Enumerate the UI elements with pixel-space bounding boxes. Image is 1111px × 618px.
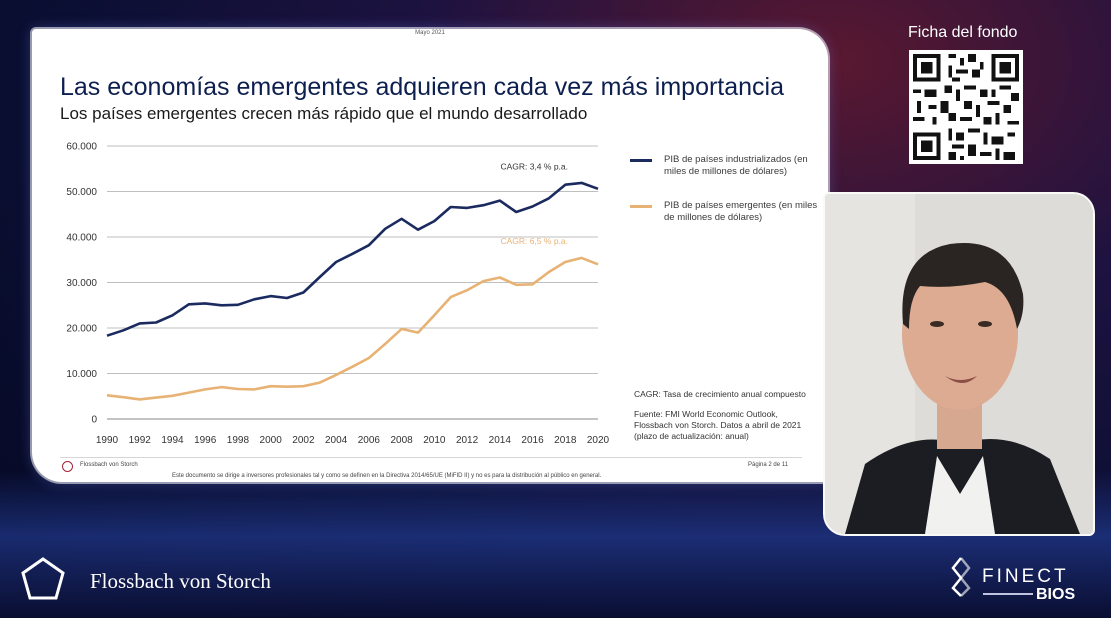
page-number: Página 2 de 11 xyxy=(748,462,788,468)
x-tick-label: 1990 xyxy=(96,435,119,446)
slide-date: Mayo 2021 xyxy=(415,30,445,36)
slide-title: Las economías emergentes adquieren cada … xyxy=(60,73,785,101)
x-tick-label: 1994 xyxy=(161,435,184,446)
cagr-note: CAGR: Tasa de crecimiento anual compuest… xyxy=(634,389,806,399)
slide-subtitle: Los países emergentes crecen más rápido … xyxy=(60,104,588,123)
cagr-annotation: CAGR: 3,4 % p.a. xyxy=(500,162,568,172)
x-tick-label: 2008 xyxy=(390,435,413,446)
y-tick-label: 0 xyxy=(91,415,97,426)
x-tick-label: 2002 xyxy=(292,435,315,446)
y-tick-label: 10.000 xyxy=(66,369,97,380)
flossbach-logo-icon xyxy=(21,557,65,600)
series-line-industrialized xyxy=(106,181,599,337)
x-tick-label: 2014 xyxy=(489,435,512,446)
x-tick-label: 2000 xyxy=(260,435,283,446)
y-tick-label: 50.000 xyxy=(66,187,97,198)
x-tick-label: 1996 xyxy=(194,435,217,446)
x-tick-label: 1998 xyxy=(227,435,250,446)
y-tick-label: 60.000 xyxy=(66,142,97,153)
legend-label-emerging: PIB de países emergentes (en miles de mi… xyxy=(664,200,818,223)
legend-swatch-emerging xyxy=(630,205,652,208)
presentation-slide: Mayo 2021 Las economías emergentes adqui… xyxy=(32,29,828,482)
y-tick-label: 40.000 xyxy=(66,233,97,244)
x-tick-label: 2006 xyxy=(358,435,381,446)
x-tick-label: 2016 xyxy=(521,435,544,446)
finect-underline xyxy=(983,593,1033,595)
y-tick-label: 30.000 xyxy=(66,278,97,289)
finect-bios: BIOS xyxy=(1036,586,1076,603)
footer-divider xyxy=(60,457,802,458)
brand-name: Flossbach von Storch xyxy=(90,569,271,593)
speaker-video xyxy=(823,192,1095,536)
legend-swatch-industrialized xyxy=(630,159,652,162)
x-tick-label: 2018 xyxy=(554,435,577,446)
x-tick-label: 2012 xyxy=(456,435,479,446)
series-line-emerging xyxy=(106,256,599,401)
footer-brand: Flossbach von Storch xyxy=(80,462,138,468)
qr-code-icon[interactable] xyxy=(909,50,1023,164)
cagr-annotation: CAGR: 6,5 % p.a. xyxy=(500,236,568,246)
gdp-line-chart: 0 10.000 20.000 30.000 40.000 50.000 60.000 199… xyxy=(66,142,610,447)
x-tick-label: 2020 xyxy=(587,435,610,446)
fvs-small-logo-icon xyxy=(62,461,73,472)
x-tick-label: 1992 xyxy=(129,435,152,446)
speaker-portrait xyxy=(825,194,1093,534)
qr-label: Ficha del fondo xyxy=(908,24,1018,41)
source-note: Fuente: FMI World Economic Outlook, Flos… xyxy=(634,409,802,441)
y-tick-label: 20.000 xyxy=(66,324,97,335)
x-tick-label: 2010 xyxy=(423,435,446,446)
legend-label-industrialized: PIB de países industrializados (en miles… xyxy=(664,154,808,177)
finect-wordmark: FINECT xyxy=(982,566,1069,587)
finect-logo-icon xyxy=(951,557,971,597)
footer-disclaimer: Este documento se dirige a inversores pr… xyxy=(172,473,602,479)
x-tick-label: 2004 xyxy=(325,435,348,446)
